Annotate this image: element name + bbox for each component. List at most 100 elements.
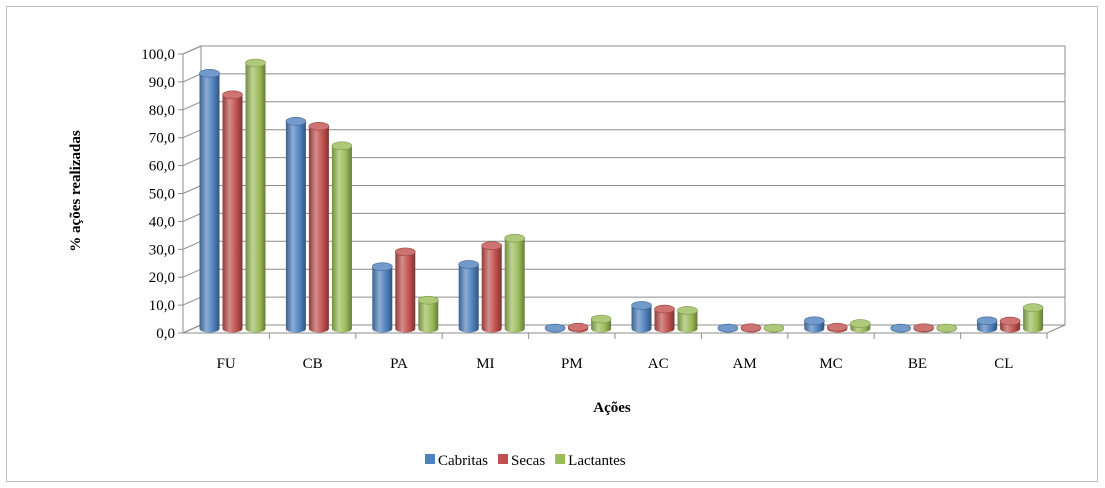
bar-top — [717, 323, 739, 333]
bar-top — [654, 304, 675, 314]
gridline — [182, 45, 1065, 55]
x-category-label: AM — [733, 356, 757, 372]
bar-body — [1023, 307, 1044, 333]
bar-top — [417, 295, 439, 305]
bar-top — [567, 322, 589, 332]
bar-body — [677, 310, 698, 333]
bar-top — [1022, 303, 1044, 312]
legend: Cabritas Secas Lactantes — [425, 453, 626, 469]
bar-body — [285, 121, 306, 333]
bar-cabritas-pa — [371, 262, 393, 333]
legend-swatch — [425, 454, 435, 464]
x-category-label: PM — [561, 356, 583, 372]
bar-lactantes-pm — [590, 314, 612, 333]
y-tick-label: 90,0 — [149, 75, 175, 91]
bar-lactantes-am — [763, 323, 785, 333]
bar-body — [631, 305, 652, 333]
bar-cabritas-fu — [199, 69, 220, 333]
y-tick-label: 60,0 — [149, 159, 175, 175]
chart-frame: 0,0 10,0 20,0 30,0 40,0 50,0 60,0 70,0 80,0 90,0 1… — [6, 6, 1098, 482]
bar-lactantes-cl — [1022, 303, 1044, 333]
bar-secas-pm — [567, 322, 589, 333]
bar-body — [372, 266, 393, 333]
bar-top — [763, 323, 785, 333]
legend-item-cabritas: Cabritas — [425, 453, 488, 469]
bar-top — [245, 58, 266, 68]
legend-label: Lactantes — [568, 453, 626, 469]
bar-secas-am — [740, 323, 762, 333]
y-tick-label: 20,0 — [149, 270, 175, 286]
bar-lactantes-be — [936, 323, 958, 333]
legend-item-secas: Secas — [498, 453, 545, 469]
bar-cabritas-ac — [631, 301, 652, 333]
legend-label: Secas — [511, 453, 545, 469]
bar-lactantes-cb — [331, 141, 353, 333]
y-tick-label: 70,0 — [149, 131, 175, 147]
bar-top — [331, 141, 353, 151]
bar-body — [245, 62, 266, 333]
bar-top — [199, 69, 220, 78]
bar-lactantes-fu — [245, 58, 266, 333]
bar-secas-ac — [654, 304, 675, 333]
bar-cabritas-pm — [544, 323, 566, 333]
bar-lactantes-mc — [849, 319, 871, 333]
bar-top — [677, 306, 698, 315]
bar-top — [285, 117, 307, 126]
bar-cabritas-be — [890, 323, 912, 333]
bar-secas-be — [913, 323, 935, 333]
x-category-label: CB — [303, 356, 323, 372]
x-category-label: FU — [217, 356, 236, 372]
bar-lactantes-pa — [417, 295, 439, 333]
bar-top — [481, 241, 503, 251]
bar-cabritas-cb — [285, 117, 307, 333]
bar-top — [544, 323, 566, 333]
bar-top — [913, 323, 935, 333]
bar-body — [222, 94, 243, 333]
bar-top — [826, 322, 848, 332]
bar-body — [504, 238, 525, 333]
x-category-label: CL — [994, 356, 1013, 372]
bar-top — [999, 316, 1021, 326]
bar-top — [394, 247, 416, 257]
y-tick-label: 0,0 — [156, 326, 175, 342]
bar-top — [890, 323, 912, 333]
bar-body — [481, 245, 502, 333]
y-tick-label: 40,0 — [149, 214, 175, 230]
bar-chart: 0,0 10,0 20,0 30,0 40,0 50,0 60,0 70,0 80,0 90,0 1… — [68, 45, 1066, 469]
x-axis-title: Ações — [593, 400, 631, 416]
bar-lactantes-mi — [504, 233, 526, 333]
y-tick-label: 80,0 — [149, 103, 175, 119]
bar-body — [331, 145, 352, 333]
y-tick-label: 30,0 — [149, 242, 175, 258]
bar-cabritas-mi — [458, 260, 480, 333]
y-axis-title: % ações realizadas — [68, 130, 84, 252]
bar-secas-fu — [222, 90, 243, 333]
bar-secas-mi — [481, 241, 503, 333]
bar-top — [740, 323, 762, 333]
bar-secas-cb — [308, 122, 330, 333]
y-tick-label: 10,0 — [149, 298, 175, 314]
y-axis-ticks: 0,0 10,0 20,0 30,0 40,0 50,0 60,0 70,0 80,0 90,0 1… — [141, 47, 184, 342]
legend-swatch — [555, 454, 566, 464]
bar-top — [371, 262, 393, 271]
bar-top — [849, 319, 871, 328]
legend-item-lactantes: Lactantes — [555, 453, 626, 469]
legend-swatch — [498, 454, 508, 464]
x-category-label: AC — [648, 356, 669, 372]
x-axis-categories: FU CB PA MI PM AC AM MC BE CL — [183, 332, 1048, 372]
bars — [199, 58, 1044, 333]
bar-top — [631, 301, 652, 310]
bar-secas-pa — [394, 247, 416, 333]
bar-secas-cl — [999, 316, 1021, 333]
y-tick-label: 100,0 — [141, 47, 175, 63]
bar-top — [458, 260, 480, 269]
bar-top — [976, 316, 998, 326]
bar-body — [199, 73, 220, 333]
bar-secas-mc — [826, 322, 848, 333]
bar-lactantes-ac — [677, 306, 698, 333]
bar-body — [418, 300, 439, 333]
x-category-label: MC — [819, 356, 842, 372]
x-category-label: MI — [476, 356, 494, 372]
bar-top — [590, 314, 612, 324]
bar-top — [803, 316, 825, 326]
